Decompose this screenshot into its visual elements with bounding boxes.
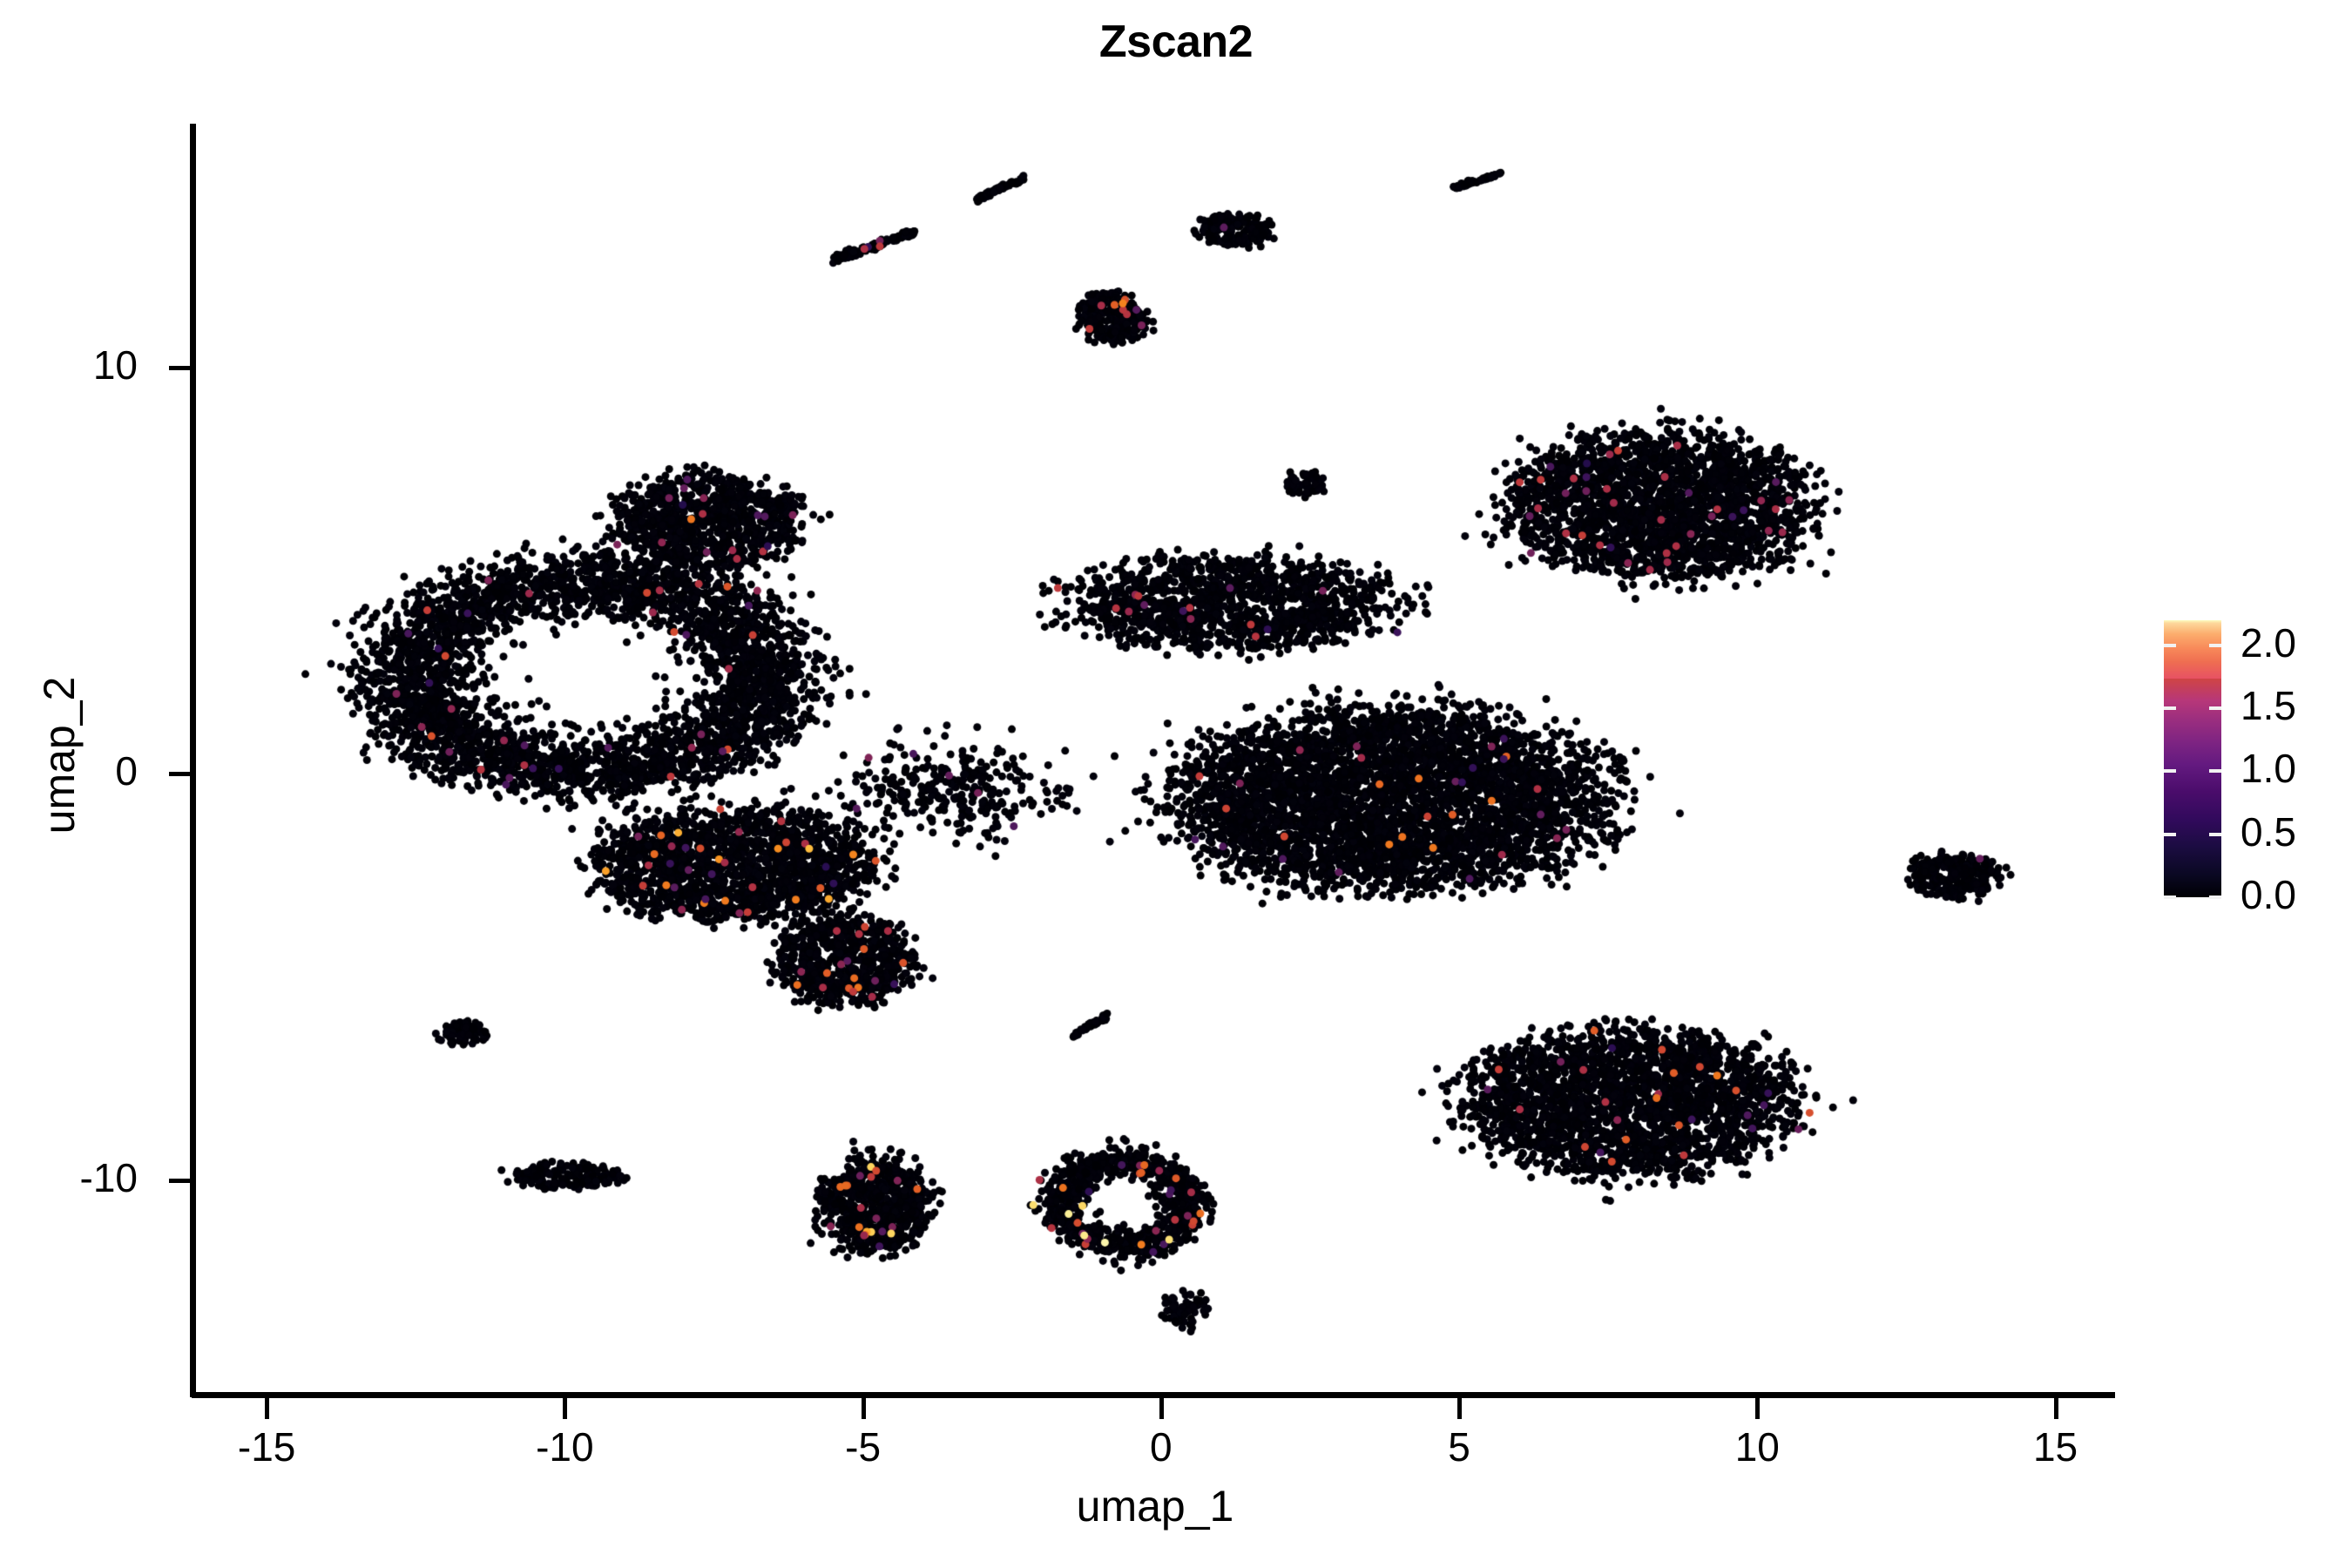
y-axis-label: umap_2 xyxy=(35,676,84,835)
x-axis-tick-label: 15 xyxy=(2032,1424,2078,1470)
y-axis-line xyxy=(190,124,196,1397)
x-axis-line xyxy=(192,1392,2115,1398)
x-axis-tick-mark xyxy=(1159,1398,1164,1419)
colorbar-tick-label: 1.5 xyxy=(2240,683,2296,729)
y-axis-tick-label: 10 xyxy=(92,341,138,388)
x-axis-tick-label: 0 xyxy=(1150,1424,1173,1470)
colorbar-tick-label: 2.0 xyxy=(2240,619,2296,666)
y-axis-tick-mark xyxy=(169,772,190,777)
colorbar-tick-label: 0.5 xyxy=(2240,808,2296,855)
colorbar-legend: 0.0 0.5 1.0 1.5 2.0 xyxy=(2164,620,2338,917)
x-axis-label: umap_1 xyxy=(1076,1482,1234,1531)
x-axis-tick-label: 5 xyxy=(1448,1424,1470,1470)
x-axis-tick-mark xyxy=(563,1398,568,1419)
y-axis-tick-mark xyxy=(169,365,190,370)
colorbar-tick-label: 0.0 xyxy=(2240,872,2296,917)
x-axis-tick-mark xyxy=(1755,1398,1761,1419)
y-axis-tick-label: 0 xyxy=(115,748,138,794)
x-axis-tick-label: -5 xyxy=(845,1424,882,1470)
x-axis-tick-mark xyxy=(1457,1398,1463,1419)
colorbar-gradient xyxy=(2164,620,2221,897)
x-axis-tick-label: -10 xyxy=(536,1424,594,1470)
page-title: Zscan2 xyxy=(1098,17,1254,67)
colorbar-tick-label: 1.0 xyxy=(2240,746,2296,792)
scatter-plot-canvas xyxy=(195,124,2115,1396)
scatter-panel xyxy=(195,124,2115,1396)
x-axis-tick-label: -15 xyxy=(237,1424,296,1470)
x-axis-tick-mark xyxy=(265,1398,270,1419)
y-axis-tick-label: -10 xyxy=(79,1154,138,1200)
x-axis-tick-label: 10 xyxy=(1734,1424,1780,1470)
x-axis-tick-mark xyxy=(861,1398,866,1419)
y-axis-tick-mark xyxy=(169,1178,190,1183)
x-axis-tick-mark xyxy=(2053,1398,2058,1419)
